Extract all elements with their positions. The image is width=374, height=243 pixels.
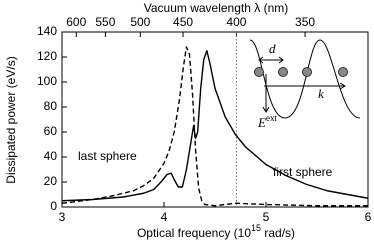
series-label: first sphere	[273, 165, 333, 179]
series-line	[61, 46, 368, 207]
y-axis-title: Dissipated power (eV/s)	[4, 56, 18, 183]
x2-tick-label: 450	[173, 15, 193, 29]
x-tick-label: 6	[365, 210, 372, 224]
x-title-part: rad/s)	[261, 226, 295, 240]
plot-frame	[61, 31, 369, 208]
x-tick-label: 4	[161, 210, 168, 224]
x2-tick-label: 600	[66, 15, 86, 29]
y-tick-label: 20	[44, 174, 58, 188]
x-axis-title: Optical frequency (1015 rad/s)	[137, 223, 295, 240]
wave	[249, 39, 361, 119]
e-arrowhead	[262, 106, 270, 113]
y-tick-label: 60	[44, 124, 58, 138]
k-arrowhead	[339, 82, 346, 90]
x-tick-label: 3	[59, 210, 66, 224]
d-arrowheads	[258, 56, 284, 64]
y-tick-label: 0	[50, 199, 57, 213]
e-label: Eext	[257, 113, 277, 130]
y-tick-label: 120	[37, 49, 57, 63]
k-label: k	[318, 86, 324, 101]
y-tick-label: 100	[37, 74, 57, 88]
y-tick-label: 80	[44, 99, 58, 113]
sphere	[278, 67, 288, 77]
x-tick-label: 5	[263, 210, 270, 224]
x2-tick-label: 550	[95, 15, 115, 29]
sphere	[338, 67, 348, 77]
y-tick-label: 40	[44, 149, 58, 163]
e-sup: ext	[266, 113, 277, 123]
x-title-part: Optical frequency (10	[137, 226, 251, 240]
series-label: last sphere	[78, 149, 137, 163]
sphere	[302, 67, 312, 77]
x2-tick-label: 500	[130, 15, 150, 29]
y-tick-label: 140	[37, 24, 57, 38]
inset	[249, 39, 361, 119]
e-letter: E	[257, 115, 266, 130]
top-axis-title: Vacuum wavelength λ (nm)	[144, 1, 289, 15]
d-label: d	[269, 41, 276, 56]
x2-tick-label: 400	[226, 15, 246, 29]
sphere	[254, 67, 264, 77]
series-line	[61, 50, 369, 202]
x-title-sup: 15	[251, 223, 261, 233]
x2-tick-label: 350	[295, 15, 315, 29]
